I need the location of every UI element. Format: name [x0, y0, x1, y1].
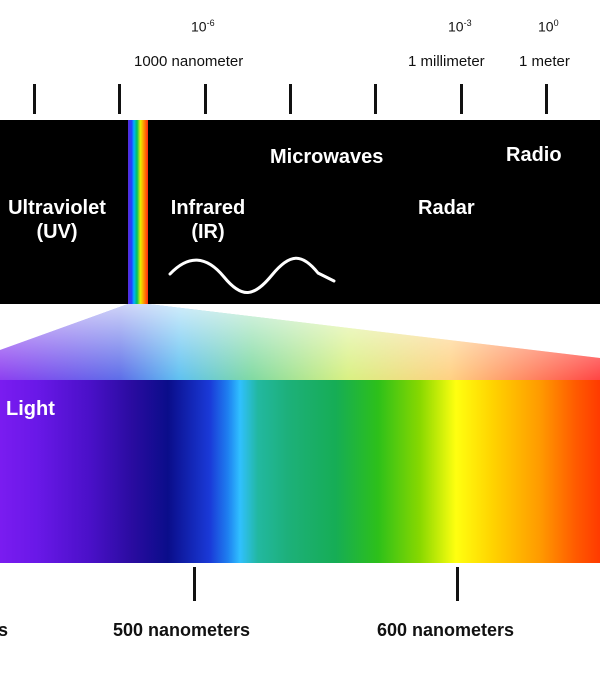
- bottom-tick-600: [456, 567, 459, 601]
- scale-power-1e-3: 10-3: [448, 18, 472, 35]
- label-light: Light: [6, 398, 55, 420]
- label-infrared-line2: (IR): [191, 221, 225, 243]
- top-tick: [289, 84, 292, 114]
- label-microwaves: Microwaves: [270, 146, 384, 168]
- scale-power-exponent: 0: [553, 18, 559, 28]
- top-tick: [118, 84, 121, 114]
- scale-power-exponent: -3: [463, 18, 472, 28]
- top-tick: [204, 84, 207, 114]
- scale-label-1-meter: 1 meter: [519, 53, 570, 70]
- scale-label-1000-nanometer: 1000 nanometer: [134, 53, 244, 70]
- scale-power-base: 10: [538, 18, 554, 35]
- top-tick: [545, 84, 548, 114]
- label-ultraviolet-line1: Ultraviolet: [8, 197, 106, 219]
- scale-label-1-millimeter: 1 millimeter: [408, 53, 485, 70]
- label-infrared-line1: Infrared: [170, 197, 246, 219]
- top-tick: [33, 84, 36, 114]
- electromagnetic-band: [0, 120, 600, 304]
- label-ultraviolet: Ultraviolet (UV): [0, 196, 118, 244]
- bottom-label-600-nanometers: 600 nanometers: [377, 620, 515, 640]
- scale-power-base: 10: [191, 18, 207, 35]
- visible-spectrum: [0, 380, 600, 563]
- top-tick: [460, 84, 463, 114]
- top-tick: [374, 84, 377, 114]
- bottom-label-500-nanometers: 500 nanometers: [113, 620, 251, 640]
- label-ultraviolet-line2: (UV): [36, 221, 78, 243]
- visible-light-strip: [128, 120, 148, 304]
- label-radio: Radio: [506, 144, 562, 166]
- dispersion-fan: [0, 304, 600, 380]
- scale-power-base: 10: [448, 18, 464, 35]
- infrared-wave-icon: [168, 256, 336, 294]
- bottom-tick-500: [193, 567, 196, 601]
- scale-power-1e-6: 10-6: [191, 18, 215, 35]
- bottom-label-fragment: s: [0, 620, 9, 640]
- label-radar: Radar: [418, 197, 475, 219]
- label-infrared: Infrared (IR): [160, 196, 256, 244]
- scale-power-exponent: -6: [206, 18, 215, 28]
- scale-power-1e0: 100: [538, 18, 559, 35]
